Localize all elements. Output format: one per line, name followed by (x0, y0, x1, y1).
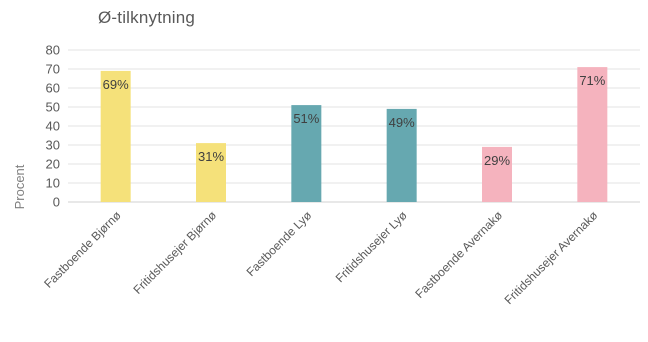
y-tick-label: 10 (46, 176, 60, 191)
bar (386, 108, 417, 202)
bar (196, 143, 226, 202)
y-tick-label: 20 (46, 157, 60, 172)
chart-title: Ø-tilknytning (98, 8, 196, 27)
x-tick-label: Fastboende Avernakø (412, 208, 505, 301)
data-label: 49% (389, 115, 415, 130)
data-label: 51% (293, 111, 319, 126)
y-tick-label: 0 (53, 195, 60, 210)
bar (291, 105, 322, 202)
y-tick-label: 60 (46, 81, 60, 96)
data-label: 31% (198, 149, 224, 164)
x-tick-label: Fritidshusejer Bjørnø (130, 208, 219, 297)
x-tick-label: Fastboende Bjørnø (41, 208, 124, 291)
bar (577, 67, 608, 202)
y-axis-label: Procent (12, 164, 27, 209)
y-tick-label: 70 (46, 62, 60, 77)
x-tick-label: Fastboende Lyø (244, 208, 315, 279)
x-tick-label: Fritidshusejer Lyø (333, 208, 410, 285)
bar (100, 70, 131, 203)
data-label: 71% (579, 73, 605, 88)
bar (482, 146, 512, 202)
x-tick-label: Fritidshusejer Avernakø (502, 208, 601, 307)
data-label: 69% (103, 77, 129, 92)
y-tick-label: 80 (46, 43, 60, 58)
y-tick-label: 40 (46, 119, 60, 134)
y-tick-label: 50 (46, 100, 60, 115)
data-label: 29% (484, 153, 510, 168)
y-tick-label: 30 (46, 138, 60, 153)
